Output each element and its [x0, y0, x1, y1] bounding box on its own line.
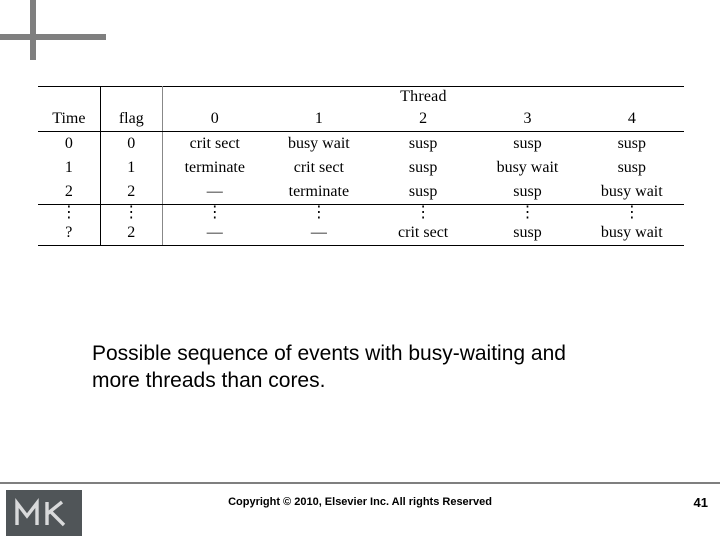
header-thread-4: 4	[580, 107, 684, 132]
cell-thread: ⋮	[580, 205, 684, 222]
cell-thread: susp	[475, 180, 579, 205]
corner-bar-vertical	[30, 0, 36, 60]
cell-thread: susp	[371, 156, 475, 180]
cell-thread: terminate	[162, 156, 266, 180]
cell-thread: ⋮	[267, 205, 371, 222]
cell-time: ?	[38, 221, 100, 246]
header-blank-flag	[100, 87, 162, 108]
cell-thread: —	[162, 221, 266, 246]
cell-thread: busy wait	[580, 180, 684, 205]
cell-thread: —	[162, 180, 266, 205]
cell-thread: susp	[580, 132, 684, 157]
cell-thread: ⋮	[475, 205, 579, 222]
mk-logo-icon	[14, 498, 74, 528]
cell-thread: busy wait	[580, 221, 684, 246]
events-table-container: Thread Time flag 0 1 2 3 4 0 0 crit sect…	[38, 86, 684, 246]
header-blank-time	[38, 87, 100, 108]
header-flag: flag	[100, 107, 162, 132]
table-row: 0 0 crit sect busy wait susp susp susp	[38, 132, 684, 157]
cell-flag: 2	[100, 180, 162, 205]
cell-thread: busy wait	[267, 132, 371, 157]
cell-flag: 1	[100, 156, 162, 180]
table-row: ⋮ ⋮ ⋮ ⋮ ⋮ ⋮ ⋮	[38, 205, 684, 222]
header-time: Time	[38, 107, 100, 132]
cell-thread: ⋮	[162, 205, 266, 222]
cell-flag: 0	[100, 132, 162, 157]
cell-thread: —	[267, 221, 371, 246]
caption-text: Possible sequence of events with busy-wa…	[92, 340, 612, 395]
corner-bar-horizontal	[0, 34, 106, 40]
cell-flag: ⋮	[100, 205, 162, 222]
cell-time: 1	[38, 156, 100, 180]
footer-copyright: Copyright © 2010, Elsevier Inc. All righ…	[0, 496, 720, 508]
cell-thread: crit sect	[371, 221, 475, 246]
publisher-logo	[6, 490, 82, 536]
cell-thread: crit sect	[267, 156, 371, 180]
cell-thread: susp	[371, 180, 475, 205]
cell-flag: 2	[100, 221, 162, 246]
header-thread-3: 3	[475, 107, 579, 132]
cell-thread: susp	[371, 132, 475, 157]
table-row: 1 1 terminate crit sect susp busy wait s…	[38, 156, 684, 180]
cell-time: 0	[38, 132, 100, 157]
table-header-top: Thread	[38, 87, 684, 108]
cell-time: ⋮	[38, 205, 100, 222]
header-thread-label: Thread	[162, 87, 684, 108]
header-thread-2: 2	[371, 107, 475, 132]
cell-thread: susp	[475, 132, 579, 157]
footer-divider	[0, 482, 720, 484]
cell-thread: ⋮	[371, 205, 475, 222]
page-number: 41	[694, 495, 708, 510]
cell-thread: crit sect	[162, 132, 266, 157]
cell-thread: busy wait	[475, 156, 579, 180]
footer: Copyright © 2010, Elsevier Inc. All righ…	[0, 480, 720, 540]
cell-thread: susp	[475, 221, 579, 246]
header-thread-0: 0	[162, 107, 266, 132]
cell-time: 2	[38, 180, 100, 205]
cell-thread: susp	[580, 156, 684, 180]
table-row: 2 2 — terminate susp susp busy wait	[38, 180, 684, 205]
table-row: ? 2 — — crit sect susp busy wait	[38, 221, 684, 246]
table-header-row: Time flag 0 1 2 3 4	[38, 107, 684, 132]
cell-thread: terminate	[267, 180, 371, 205]
header-thread-1: 1	[267, 107, 371, 132]
events-table: Thread Time flag 0 1 2 3 4 0 0 crit sect…	[38, 86, 684, 246]
